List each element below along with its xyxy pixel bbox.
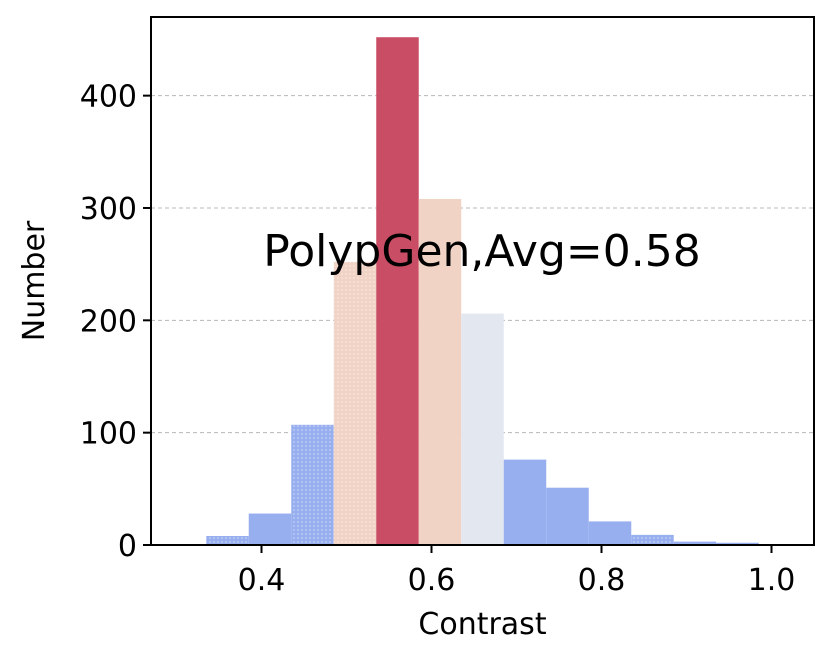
histogram-bar (503, 459, 547, 545)
y-tick-label: 300 (80, 192, 137, 227)
bar-hatch (206, 536, 249, 545)
histogram-bar (248, 513, 292, 545)
bar-hatch (291, 424, 334, 545)
x-axis-label: Contrast (418, 607, 546, 642)
histogram-bar (588, 521, 632, 545)
histogram-bar (376, 37, 419, 545)
histogram-bar (673, 541, 717, 545)
bar-hatch (333, 261, 377, 545)
y-tick-label: 200 (80, 304, 137, 339)
bar-hatch (631, 534, 674, 545)
x-tick-label: 1.0 (748, 563, 796, 598)
x-tick-label: 0.4 (238, 563, 286, 598)
y-axis-label: Number (17, 220, 52, 341)
x-tick-label: 0.6 (408, 563, 456, 598)
histogram-bar (546, 487, 589, 545)
bars-layer (206, 37, 759, 545)
chart-annotation: PolypGen,Avg=0.58 (263, 226, 700, 277)
y-tick-label: 400 (80, 80, 137, 115)
histogram-bar (418, 198, 462, 545)
y-tick-label: 100 (80, 417, 137, 452)
y-tick-label: 0 (118, 529, 137, 564)
plot-frame (150, 16, 815, 546)
histogram-bar (716, 542, 759, 545)
histogram-bar (461, 313, 504, 545)
x-tick-label: 0.8 (578, 563, 626, 598)
ticks-layer: 0 100 200 300 400 0.4 0.6 0.8 1.0 (80, 80, 796, 598)
